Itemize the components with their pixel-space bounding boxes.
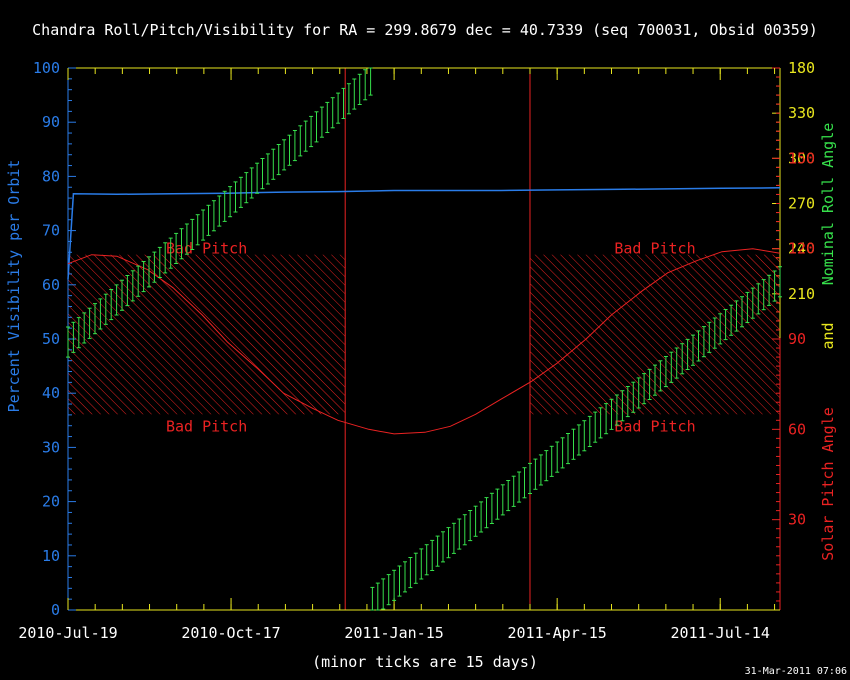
bad-pitch-label-upper-right: Bad Pitch <box>614 240 695 258</box>
left-tick-label: 40 <box>42 384 60 402</box>
pitch-tick-label: 120 <box>788 240 815 258</box>
left-tick-label: 60 <box>42 276 60 294</box>
left-tick-label: 10 <box>42 547 60 565</box>
left-tick-label: 70 <box>42 222 60 240</box>
left-tick-label: 0 <box>51 601 60 619</box>
solar-pitch-series-line <box>67 248 781 435</box>
pitch-axis-title: Solar Pitch Angle <box>819 407 837 561</box>
left-tick-label: 20 <box>42 493 60 511</box>
left-tick-label: 80 <box>42 167 60 185</box>
left-axis-ticks: 0 10 20 30 40 50 60 70 80 90 100 <box>33 59 76 619</box>
x-tick-label: 2010-Jul-19 <box>18 624 117 642</box>
roll-axis-title: Nominal Roll Angle <box>819 123 837 286</box>
chart-title: Chandra Roll/Pitch/Visibility for RA = 2… <box>32 21 818 39</box>
window-line-layer <box>344 68 531 610</box>
x-axis-note: (minor ticks are 15 days) <box>312 653 538 671</box>
left-tick-label: 50 <box>42 330 60 348</box>
roll-tick-label: 240 <box>788 240 815 258</box>
bad-pitch-label-upper-left: Bad Pitch <box>166 240 247 258</box>
x-tick-label: 2010-Oct-17 <box>181 624 280 642</box>
right-axis-ticks: 210 240 270 300 330 30 60 90 120 150 180 <box>772 59 815 602</box>
pitch-tick-label: 180 <box>788 59 815 77</box>
bad-pitch-zone-left <box>68 254 346 415</box>
roll-tick-label: 330 <box>788 104 815 122</box>
roll-tick-label: 210 <box>788 285 815 303</box>
pitch-tick-label: 150 <box>788 149 815 167</box>
left-axis-title: Percent Visibility per Orbit <box>5 160 23 413</box>
left-tick-label: 30 <box>42 438 60 456</box>
timestamp: 31-Mar-2011 07:06 <box>745 666 847 677</box>
pitch-tick-label: 60 <box>788 420 806 438</box>
x-tick-label: 2011-Jan-15 <box>344 624 443 642</box>
roll-tick-label: 270 <box>788 195 815 213</box>
pitch-tick-label: 90 <box>788 330 806 348</box>
x-axis-ticks: 2010-Jul-19 2010-Oct-17 2011-Jan-15 2011-Ap… <box>18 68 776 642</box>
visibility-series-line <box>67 187 781 280</box>
roll-series-layer <box>66 67 782 611</box>
bad-pitch-label-lower-right: Bad Pitch <box>614 417 695 435</box>
bad-pitch-label-lower-left: Bad Pitch <box>166 417 247 435</box>
and-label: and <box>819 322 837 349</box>
left-tick-label: 90 <box>42 113 60 131</box>
bad-pitch-zone-layer: Bad Pitch Bad Pitch Bad Pitch Bad Pitch <box>68 240 780 435</box>
pitch-tick-label: 30 <box>788 511 806 529</box>
left-tick-label: 100 <box>33 59 60 77</box>
roll-tick-label: 300 <box>788 149 815 167</box>
x-tick-label: 2011-Jul-14 <box>671 624 770 642</box>
x-tick-label: 2011-Apr-15 <box>507 624 606 642</box>
